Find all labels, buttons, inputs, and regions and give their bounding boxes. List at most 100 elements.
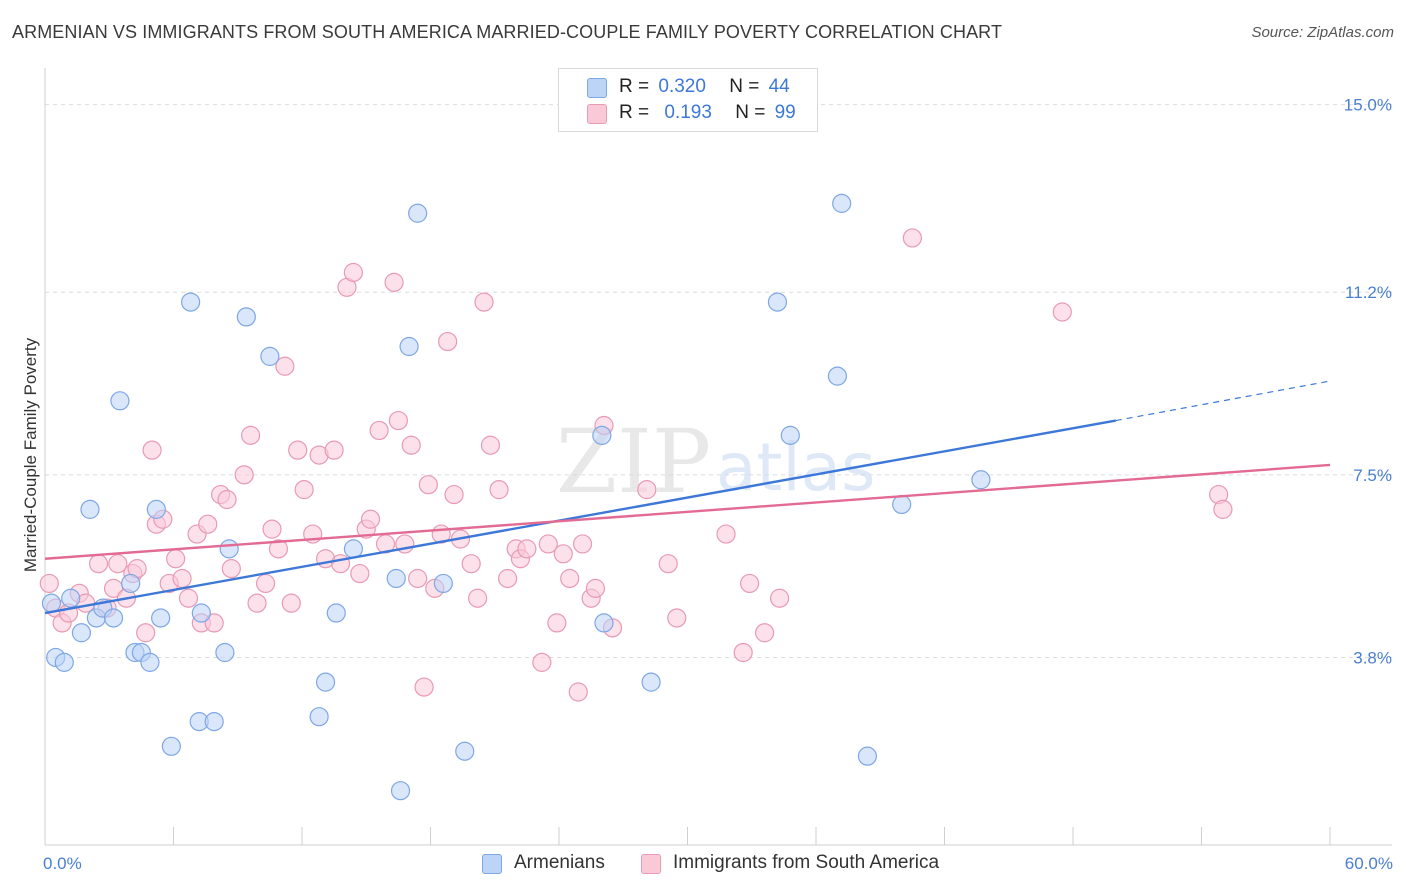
point-immigrants [330,554,351,574]
data-points [39,193,1233,801]
point-immigrants [275,356,295,376]
point-immigrants [166,549,186,569]
stats-text: R = 0.320 N = 44 [619,76,790,98]
point-armenians [832,193,852,213]
point-immigrants [178,588,199,608]
point-armenians [41,593,62,613]
point-armenians [191,603,211,623]
immigrants-swatch [587,104,607,124]
point-armenians [161,736,181,756]
stats-text: R = 0.193 N = 99 [619,102,796,124]
point-immigrants [489,480,509,500]
point-armenians [140,652,160,672]
r-value: 0.193 [664,102,712,123]
point-immigrants [733,642,753,663]
chart-title: ARMENIAN VS IMMIGRANTS FROM SOUTH AMERIC… [12,22,1003,42]
point-immigrants [262,519,282,539]
point-immigrants [902,228,922,248]
axes [44,68,1392,846]
point-armenians [767,292,788,312]
r-label: R = [619,76,650,97]
point-immigrants [288,440,308,460]
x-tick-label: 60.0% [1345,854,1393,873]
point-armenians [181,292,201,312]
point-armenians [236,307,256,327]
point-immigrants [108,554,128,574]
point-armenians [594,613,614,633]
point-immigrants [204,613,224,633]
point-immigrants [444,484,464,505]
stats-legend: R = 0.320 N = 44 R = 0.193 N = 99 [558,68,818,132]
point-immigrants [1213,499,1233,519]
point-immigrants [247,593,267,613]
point-armenians [71,623,92,643]
point-immigrants [418,475,438,495]
point-immigrants [560,568,580,589]
point-armenians [343,539,363,559]
point-armenians [80,499,100,519]
point-armenians [309,707,329,727]
point-immigrants [408,568,428,589]
point-immigrants [568,682,588,702]
armenians-swatch [587,78,607,98]
point-immigrants [324,440,344,460]
point-immigrants [1052,302,1072,322]
source-label: Source: ZipAtlas.com [1251,24,1394,41]
point-armenians [592,425,612,445]
point-immigrants [281,593,301,613]
n-label: N = [729,76,760,97]
point-immigrants [221,559,241,579]
point-immigrants [461,554,481,574]
y-tick-label: 15.0% [1344,96,1392,115]
point-immigrants [547,613,567,633]
point-immigrants [740,573,760,594]
point-immigrants [234,465,254,485]
point-armenians [61,588,81,608]
point-immigrants [468,588,488,608]
r-label: R = [619,102,650,123]
point-immigrants [384,272,404,292]
point-armenians [857,746,878,766]
point-immigrants [343,262,363,283]
point-immigrants [585,578,606,598]
point-armenians [215,642,235,663]
point-armenians [260,346,280,366]
point-immigrants [658,554,678,574]
armenians-swatch [482,854,502,874]
trend-armenians [44,419,1117,615]
point-armenians [219,539,239,559]
r-value: 0.320 [658,76,706,97]
trend-armenians-extension [1115,380,1331,422]
watermark-zip: ZIP [556,410,711,513]
point-immigrants [88,554,109,574]
point-armenians [315,672,336,692]
tick-labels: 3.8% 7.5% 11.2% 15.0% 0.0% 60.0% [43,96,1393,873]
n-value: 99 [774,102,796,123]
trend-immigrants [44,463,1331,560]
x-tick-label: 0.0% [43,854,82,873]
point-armenians [455,741,475,761]
point-armenians [641,672,661,692]
point-immigrants [255,573,276,594]
point-armenians [386,568,406,589]
point-immigrants [294,480,314,500]
point-immigrants [217,489,237,510]
point-immigrants [198,514,218,534]
point-immigrants [474,292,494,312]
point-immigrants [369,420,389,441]
point-immigrants [637,480,657,500]
point-armenians [110,391,130,411]
point-immigrants [532,652,552,672]
n-label: N = [735,102,766,123]
point-armenians [827,366,848,386]
point-armenians [151,608,171,628]
point-immigrants [517,539,537,559]
point-immigrants [438,331,458,352]
point-immigrants [769,588,790,608]
point-immigrants [360,509,381,529]
point-immigrants [388,410,408,431]
immigrants-swatch [641,854,661,874]
point-immigrants [142,440,162,460]
point-immigrants [553,544,573,564]
